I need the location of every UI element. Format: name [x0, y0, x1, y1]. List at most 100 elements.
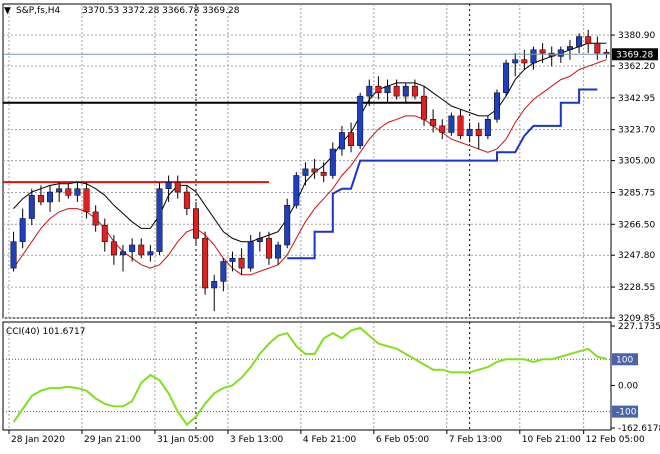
- candle[interactable]: [430, 109, 437, 133]
- candle[interactable]: [74, 182, 81, 202]
- candle[interactable]: [466, 122, 473, 143]
- candle[interactable]: [156, 182, 163, 255]
- candle[interactable]: [357, 92, 364, 150]
- bear-candle-body: [457, 115, 464, 137]
- bear-candle-body: [320, 171, 327, 176]
- candle[interactable]: [366, 79, 373, 107]
- candle[interactable]: [165, 175, 172, 202]
- time-tick-label: 10 Feb 21:00: [522, 435, 581, 445]
- candle[interactable]: [348, 122, 355, 153]
- bear-candle-body: [393, 85, 400, 97]
- bull-candle-body: [28, 195, 35, 219]
- price-tick-label: 3209.85: [618, 314, 655, 324]
- candle[interactable]: [247, 235, 254, 272]
- candle[interactable]: [211, 274, 218, 312]
- candle[interactable]: [320, 162, 327, 183]
- candle[interactable]: [421, 86, 428, 126]
- bear-candle-body: [430, 119, 437, 127]
- bull-candle-body: [466, 128, 473, 137]
- candle[interactable]: [521, 49, 528, 70]
- candle[interactable]: [284, 198, 291, 249]
- bull-candle-body: [530, 49, 537, 64]
- bear-candle-body: [202, 238, 209, 289]
- candle[interactable]: [129, 238, 136, 262]
- bull-candle-body: [256, 238, 263, 242]
- candle[interactable]: [384, 79, 391, 103]
- bear-candle-body: [411, 85, 418, 97]
- candle[interactable]: [302, 162, 309, 186]
- bull-candle-body: [402, 85, 409, 97]
- candle[interactable]: [329, 142, 336, 179]
- candle[interactable]: [439, 119, 446, 140]
- candle[interactable]: [457, 109, 464, 140]
- candle[interactable]: [585, 29, 592, 54]
- candle[interactable]: [503, 59, 510, 97]
- candle[interactable]: [256, 231, 263, 252]
- candle[interactable]: [28, 188, 35, 226]
- cci-plot[interactable]: [3, 322, 611, 430]
- price-plot[interactable]: [3, 4, 611, 318]
- candle[interactable]: [512, 53, 519, 77]
- candle[interactable]: [338, 125, 345, 156]
- candle[interactable]: [229, 251, 236, 272]
- price-tick-label: 3305.00: [618, 157, 655, 167]
- bull-candle-body: [120, 251, 127, 256]
- cci-panel-frame: [2, 321, 612, 431]
- bull-candle-body: [247, 241, 254, 269]
- candle[interactable]: [192, 201, 199, 245]
- candle[interactable]: [594, 36, 601, 60]
- price-tick-label: 3380.90: [618, 31, 655, 41]
- candle[interactable]: [411, 79, 418, 100]
- bull-candle-body: [275, 244, 282, 259]
- candle[interactable]: [10, 231, 17, 272]
- candle[interactable]: [475, 122, 482, 150]
- candle[interactable]: [265, 231, 272, 265]
- cci-level-box: [612, 353, 638, 366]
- candle[interactable]: [448, 112, 455, 136]
- bear-candle-body: [375, 85, 382, 94]
- candle[interactable]: [138, 238, 145, 259]
- candle[interactable]: [493, 89, 500, 123]
- candle[interactable]: [548, 46, 555, 67]
- candle[interactable]: [65, 183, 72, 199]
- time-tick-label: 31 Jan 05:00: [157, 435, 214, 445]
- candle[interactable]: [37, 185, 44, 206]
- candle[interactable]: [92, 205, 99, 232]
- candle[interactable]: [202, 231, 209, 295]
- candle[interactable]: [402, 82, 409, 103]
- candle[interactable]: [120, 244, 127, 272]
- candle[interactable]: [238, 248, 245, 275]
- cci-label: CCI(40) 101.6717: [6, 327, 86, 337]
- candle[interactable]: [393, 79, 400, 100]
- candle[interactable]: [47, 185, 54, 212]
- candle[interactable]: [566, 39, 573, 60]
- candle[interactable]: [110, 235, 117, 265]
- dropdown-arrow-icon[interactable]: ▼: [4, 6, 11, 16]
- lower-band-line: [13, 59, 607, 276]
- current-price-label: 3369.28: [616, 50, 653, 60]
- bull-candle-body: [384, 85, 391, 94]
- candle[interactable]: [101, 218, 108, 252]
- candle[interactable]: [539, 43, 546, 64]
- candle[interactable]: [56, 182, 63, 202]
- candle[interactable]: [275, 241, 282, 265]
- candle[interactable]: [484, 115, 491, 140]
- candle[interactable]: [174, 175, 181, 199]
- bull-candle-body: [576, 36, 583, 47]
- candle[interactable]: [530, 46, 537, 70]
- candle[interactable]: [19, 208, 26, 249]
- candle[interactable]: [576, 33, 583, 54]
- candle[interactable]: [183, 185, 190, 216]
- candle[interactable]: [147, 244, 154, 262]
- candle[interactable]: [375, 76, 382, 100]
- candle[interactable]: [83, 182, 90, 219]
- candle[interactable]: [311, 158, 318, 179]
- cci-level-label: -100: [616, 408, 637, 418]
- bull-candle-body: [147, 251, 154, 256]
- bear-candle-body: [183, 191, 190, 209]
- candle[interactable]: [293, 172, 300, 209]
- candle[interactable]: [220, 258, 227, 292]
- bull-candle-body: [493, 92, 500, 120]
